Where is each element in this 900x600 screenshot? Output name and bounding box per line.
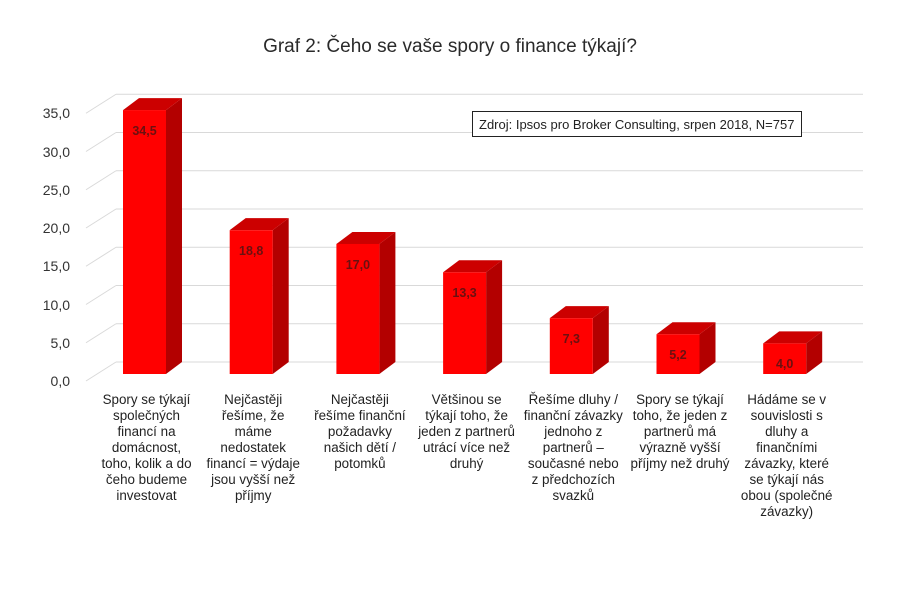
x-category-label: Nejčastěji řešíme, že máme nedostatek fi… bbox=[206, 392, 300, 503]
bar-top-face bbox=[229, 218, 289, 231]
bar-side-face bbox=[379, 231, 396, 374]
bar-side-face bbox=[272, 218, 289, 374]
bar-value-label: 7,3 bbox=[562, 332, 580, 347]
bar-top-face bbox=[763, 331, 823, 344]
bar-front-face bbox=[229, 230, 273, 374]
x-category-label: Spory se týkají společných financí na do… bbox=[101, 392, 192, 503]
bar-front-face bbox=[443, 272, 487, 374]
y-tick-label: 10,0 bbox=[42, 296, 70, 313]
bar-side-face bbox=[699, 322, 716, 374]
y-tick-label: 35,0 bbox=[42, 105, 70, 122]
y-tick-label: 25,0 bbox=[42, 181, 70, 198]
gridline-diagonal bbox=[85, 285, 117, 305]
y-tick-label: 15,0 bbox=[42, 258, 70, 275]
bar-top-face bbox=[656, 322, 716, 335]
bar-side-face bbox=[592, 306, 609, 374]
y-tick-label: 30,0 bbox=[42, 143, 70, 160]
bar-top-face bbox=[123, 98, 182, 111]
bar-front-face bbox=[549, 318, 593, 374]
bar bbox=[763, 331, 823, 374]
gridline-diagonal bbox=[85, 93, 117, 114]
bar-value-label: 17,0 bbox=[345, 257, 371, 272]
bar-value-label: 34,5 bbox=[132, 124, 157, 139]
bar bbox=[443, 260, 503, 374]
bar-value-label: 4,0 bbox=[775, 357, 794, 372]
gridline-diagonal bbox=[85, 246, 117, 267]
bar bbox=[229, 218, 289, 374]
bar-top-face bbox=[443, 260, 503, 273]
x-category-label: Řešíme dluhy / finanční závazky jednoho … bbox=[523, 392, 623, 503]
source-annotation: Zdroj: Ipsos pro Broker Consulting, srpe… bbox=[472, 111, 802, 137]
bar bbox=[549, 306, 609, 374]
bar-side-face bbox=[166, 98, 182, 374]
y-tick-label: 5,0 bbox=[50, 334, 70, 351]
bar-top-face bbox=[336, 231, 396, 244]
x-category-label: Hádáme se v souvislosti s dluhy a finanč… bbox=[740, 392, 833, 519]
x-category-label: Většinou se týkají toho, že jeden z part… bbox=[418, 392, 515, 471]
bar-side-face bbox=[806, 331, 823, 374]
x-category-label: Nejčastěji řešíme finanční požadavky naš… bbox=[314, 392, 406, 471]
bar-side-face bbox=[486, 260, 503, 374]
bar-value-label: 5,2 bbox=[669, 348, 687, 363]
gridline-diagonal bbox=[85, 361, 117, 382]
bar-front-face bbox=[763, 343, 807, 374]
gridline-diagonal bbox=[85, 208, 117, 229]
chart-title: Graf 2: Čeho se vaše spory o finance týk… bbox=[263, 36, 637, 57]
gridline-diagonal bbox=[85, 132, 117, 152]
y-tick-label: 20,0 bbox=[42, 220, 70, 236]
y-tick-label: 0,0 bbox=[50, 373, 70, 389]
bar bbox=[336, 231, 396, 374]
bar-front-face bbox=[123, 110, 166, 374]
bar-top-face bbox=[549, 306, 609, 319]
x-category-label: Spory se týkají toho, že jeden z partner… bbox=[630, 392, 730, 471]
bar bbox=[656, 322, 716, 374]
bar-front-face bbox=[656, 334, 700, 374]
bar-front-face bbox=[336, 243, 380, 374]
gridline-diagonal bbox=[85, 170, 117, 191]
bar-value-label: 13,3 bbox=[452, 286, 477, 301]
gridline-diagonal bbox=[85, 323, 117, 344]
bar-value-label: 18,8 bbox=[239, 244, 264, 259]
bar bbox=[123, 98, 182, 374]
